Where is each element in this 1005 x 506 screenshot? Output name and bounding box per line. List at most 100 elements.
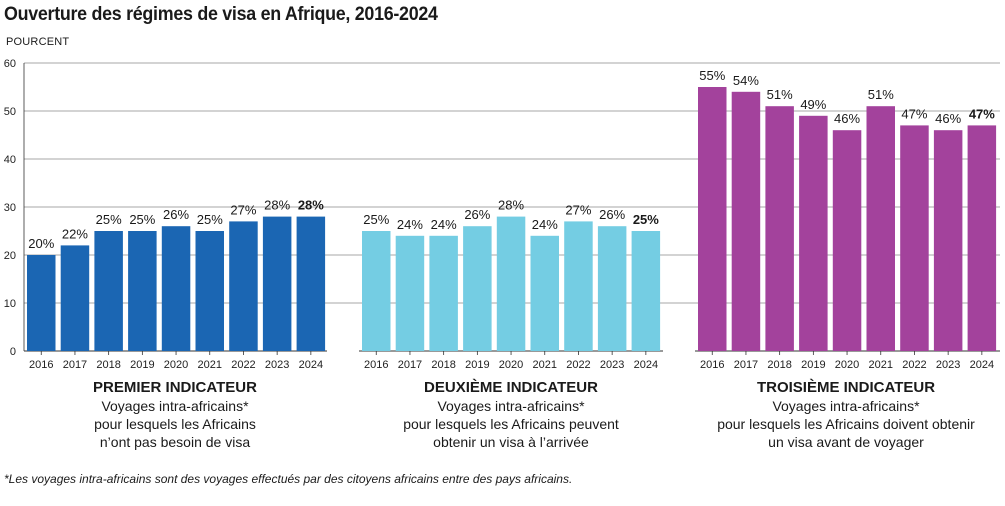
bar — [362, 231, 391, 351]
bar — [395, 235, 425, 351]
bar — [296, 216, 326, 351]
x-tick-label: 2020 — [835, 359, 859, 371]
bar — [463, 226, 492, 351]
y-tick-label: 0 — [10, 346, 16, 358]
group-caption-line: Voyages intra-africains* — [437, 398, 585, 414]
x-tick-label: 2023 — [600, 359, 624, 371]
data-label: 28% — [498, 198, 524, 213]
x-tick-label: 2021 — [533, 359, 557, 371]
y-tick-label: 30 — [4, 202, 16, 214]
x-tick-label: 2019 — [130, 359, 154, 371]
data-label: 26% — [464, 207, 490, 222]
y-tick-label: 10 — [4, 298, 16, 310]
bar — [229, 221, 258, 351]
x-tick-label: 2017 — [63, 359, 87, 371]
data-label: 25% — [363, 212, 389, 227]
x-tick-label: 2016 — [364, 359, 388, 371]
x-tick-label: 2021 — [198, 359, 222, 371]
group-caption-line: pour lesquels les Africains doivent obte… — [717, 416, 975, 432]
x-tick-label: 2020 — [499, 359, 523, 371]
data-label: 25% — [197, 212, 223, 227]
group-caption-line: n’ont pas besoin de visa — [100, 434, 250, 450]
x-tick-label: 2017 — [398, 359, 422, 371]
x-tick-label: 2022 — [566, 359, 590, 371]
bar — [967, 125, 997, 352]
x-tick-label: 2022 — [902, 359, 926, 371]
bar — [161, 226, 191, 351]
group-caption-line: pour lesquels les Africains — [94, 416, 256, 432]
data-label: 47% — [901, 106, 927, 121]
bar — [496, 216, 526, 351]
bar — [195, 231, 224, 351]
x-tick-label: 2022 — [231, 359, 255, 371]
x-tick-label: 2016 — [700, 359, 724, 371]
data-label: 46% — [935, 111, 961, 126]
bar — [631, 231, 661, 351]
data-label: 26% — [599, 207, 625, 222]
x-tick-label: 2023 — [936, 359, 960, 371]
data-label: 25% — [96, 212, 122, 227]
y-axis-unit-label: POURCENT — [6, 36, 70, 48]
data-label: 51% — [868, 87, 894, 102]
group-caption-line: obtenir un visa à l’arrivée — [433, 434, 589, 450]
group-caption-line: un visa avant de voyager — [768, 434, 924, 450]
data-label: 24% — [532, 217, 558, 232]
chart-title: Ouverture des régimes de visa en Afrique… — [4, 4, 438, 25]
bar — [731, 91, 761, 352]
bar — [765, 106, 794, 351]
data-label: 27% — [565, 202, 591, 217]
data-label: 26% — [163, 207, 189, 222]
y-tick-label: 40 — [4, 154, 16, 166]
bar — [128, 231, 157, 351]
bar — [799, 115, 828, 351]
x-tick-label: 2017 — [734, 359, 758, 371]
x-tick-label: 2018 — [431, 359, 455, 371]
data-label: 27% — [230, 202, 256, 217]
y-tick-label: 60 — [4, 58, 16, 70]
bar — [832, 130, 862, 351]
group-caption-line: Voyages intra-africains* — [101, 398, 249, 414]
x-tick-label: 2023 — [265, 359, 289, 371]
x-tick-label: 2019 — [801, 359, 825, 371]
group-heading: TROISIÈME INDICATEUR — [757, 379, 935, 396]
group-heading: DEUXIÈME INDICATEUR — [424, 379, 598, 396]
bar — [60, 245, 90, 351]
x-tick-label: 2024 — [970, 359, 994, 371]
y-tick-label: 50 — [4, 106, 16, 118]
bar — [866, 106, 895, 351]
data-label: 22% — [62, 226, 88, 241]
data-label: 25% — [129, 212, 155, 227]
data-label: 25% — [633, 212, 659, 227]
y-tick-label: 20 — [4, 250, 16, 262]
data-label: 28% — [264, 198, 290, 213]
bar — [94, 231, 123, 351]
x-tick-label: 2018 — [767, 359, 791, 371]
bar — [900, 125, 929, 352]
bar — [933, 130, 963, 351]
data-label: 24% — [431, 217, 457, 232]
bar — [27, 255, 56, 351]
x-tick-label: 2019 — [465, 359, 489, 371]
data-label: 49% — [800, 97, 826, 112]
x-tick-label: 2021 — [869, 359, 893, 371]
group-caption-line: pour lesquels les Africains peuvent — [403, 416, 619, 432]
x-tick-label: 2016 — [29, 359, 53, 371]
bar — [564, 221, 593, 351]
group-caption-line: Voyages intra-africains* — [772, 398, 920, 414]
bar — [597, 226, 627, 351]
bar — [530, 235, 559, 351]
bar — [262, 216, 292, 351]
data-label: 20% — [28, 236, 54, 251]
x-tick-label: 2018 — [96, 359, 120, 371]
data-label: 51% — [767, 87, 793, 102]
data-label: 54% — [733, 73, 759, 88]
footnote: *Les voyages intra-africains sont des vo… — [4, 472, 573, 486]
bar — [698, 87, 727, 351]
data-label: 46% — [834, 111, 860, 126]
bar — [429, 235, 458, 351]
data-label: 28% — [298, 198, 324, 213]
x-tick-label: 2024 — [634, 359, 658, 371]
data-label: 47% — [969, 106, 995, 121]
x-tick-label: 2024 — [299, 359, 323, 371]
